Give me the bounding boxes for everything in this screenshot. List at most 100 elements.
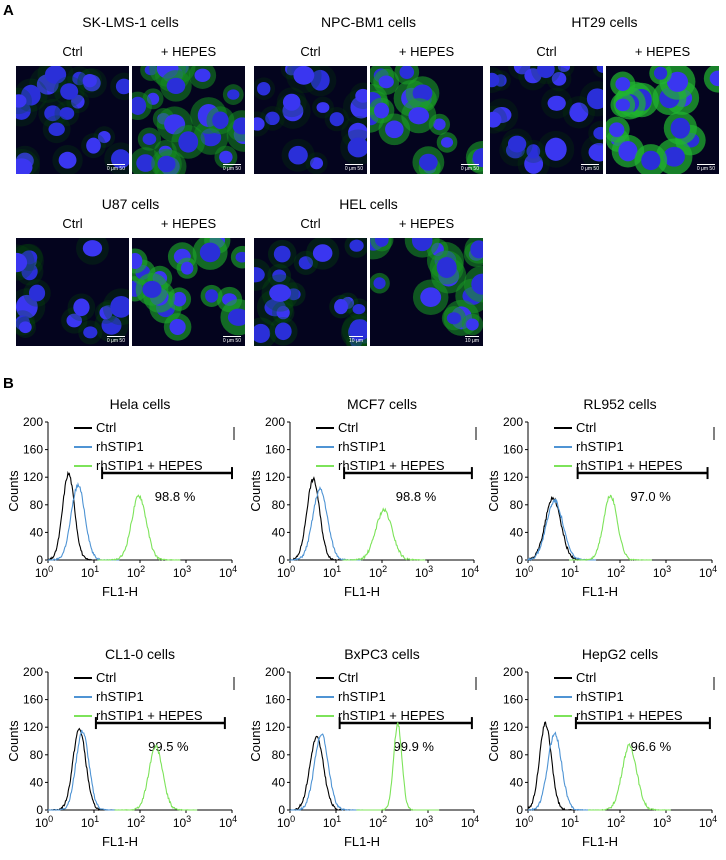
cell-line-title: U87 cells (101, 196, 160, 212)
micrograph-ctrl: 0 μm 50 (254, 66, 367, 174)
legend-entry: rhSTIP1 + HEPES (96, 458, 203, 473)
histogram-series-0 (47, 727, 121, 812)
x-tick-label: 104 (461, 564, 479, 580)
legend-entry: rhSTIP1 + HEPES (338, 708, 445, 723)
x-tick-label: 104 (219, 814, 237, 830)
x-tick-label: 102 (369, 814, 387, 830)
legend-entry: Ctrl (96, 670, 116, 685)
histogram-series-1 (289, 733, 363, 811)
x-tick-label: 104 (699, 814, 717, 830)
chart-title: RL952 cells (583, 396, 656, 412)
x-tick-exponent: 4 (232, 814, 237, 824)
legend-entry: rhSTIP1 (338, 689, 386, 704)
panel-b-label: B (3, 375, 14, 392)
x-tick-label: 103 (653, 814, 671, 830)
y-tick-label: 0 (516, 553, 523, 567)
x-tick-label: 103 (173, 814, 191, 830)
y-tick-label: 80 (510, 748, 524, 762)
x-tick-exponent: 3 (186, 814, 191, 824)
y-axis-label: Counts (6, 720, 21, 762)
gate-percent: 99.9 % (394, 739, 435, 754)
x-tick-label: 100 (515, 564, 533, 580)
legend-entry: rhSTIP1 (96, 689, 144, 704)
cell-line-title: HT29 cells (571, 14, 638, 30)
y-tick-label: 40 (272, 775, 286, 789)
x-tick-base: 10 (461, 816, 475, 830)
x-tick-base: 10 (653, 816, 667, 830)
x-tick-base: 10 (607, 566, 621, 580)
y-tick-label: 80 (272, 748, 286, 762)
x-tick-label: 101 (323, 814, 341, 830)
x-tick-label: 102 (369, 564, 387, 580)
scale-bar: 0 μm 50 (580, 164, 599, 172)
x-tick-label: 100 (277, 564, 295, 580)
x-tick-label: 104 (219, 564, 237, 580)
y-tick-label: 120 (503, 720, 523, 734)
y-tick-label: 0 (36, 553, 43, 567)
cell-line-title: SK-LMS-1 cells (82, 14, 179, 30)
x-tick-exponent: 4 (474, 814, 479, 824)
histogram-series-1 (47, 481, 120, 562)
y-axis-label: Counts (486, 470, 501, 512)
x-tick-exponent: 2 (382, 814, 387, 824)
x-tick-base: 10 (173, 816, 187, 830)
x-tick-base: 10 (173, 566, 187, 580)
y-tick-label: 40 (30, 775, 44, 789)
legend-entry: rhSTIP1 (338, 439, 386, 454)
histogram-series-0 (289, 476, 355, 561)
legend-entry: Ctrl (96, 420, 116, 435)
y-tick-label: 40 (510, 775, 524, 789)
x-tick-base: 10 (561, 816, 575, 830)
x-tick-label: 102 (607, 814, 625, 830)
y-tick-label: 200 (265, 665, 285, 679)
chart-title: HepG2 cells (582, 646, 658, 662)
chart-title: BxPC3 cells (344, 646, 419, 662)
y-axis-label: Counts (6, 470, 21, 512)
legend-entry: Ctrl (338, 420, 358, 435)
x-tick-label: 104 (699, 564, 717, 580)
x-tick-base: 10 (369, 816, 383, 830)
ctrl-label: Ctrl (62, 44, 83, 59)
ctrl-label: Ctrl (300, 216, 321, 231)
x-tick-label: 102 (607, 564, 625, 580)
x-tick-exponent: 0 (290, 564, 295, 574)
x-tick-base: 10 (35, 566, 49, 580)
y-tick-label: 0 (278, 553, 285, 567)
scale-bar: 0 μm 50 (106, 164, 125, 172)
y-tick-label: 120 (265, 470, 285, 484)
x-tick-exponent: 4 (712, 814, 717, 824)
micrograph-ctrl: 10 μm (254, 238, 367, 346)
x-tick-exponent: 1 (336, 564, 341, 574)
x-axis-label: FL1-H (582, 584, 618, 599)
x-axis-label: FL1-H (344, 834, 380, 849)
x-tick-base: 10 (415, 816, 429, 830)
y-tick-label: 80 (510, 498, 524, 512)
y-tick-label: 160 (503, 443, 523, 457)
scale-bar: 0 μm 50 (696, 164, 715, 172)
x-tick-base: 10 (653, 566, 667, 580)
x-tick-base: 10 (219, 566, 233, 580)
panel-a-label: A (3, 2, 14, 19)
x-tick-label: 101 (323, 564, 341, 580)
legend-entry: Ctrl (576, 670, 596, 685)
y-tick-label: 0 (36, 803, 43, 817)
x-tick-exponent: 4 (712, 564, 717, 574)
y-tick-label: 40 (272, 525, 286, 539)
x-tick-base: 10 (515, 566, 529, 580)
y-axis-label: Counts (486, 720, 501, 762)
x-tick-exponent: 1 (94, 564, 99, 574)
y-tick-label: 120 (23, 720, 43, 734)
histogram-series-2 (569, 494, 652, 561)
x-axis-label: FL1-H (102, 584, 138, 599)
legend-entry: rhSTIP1 + HEPES (338, 458, 445, 473)
histogram-series-2 (114, 744, 198, 811)
x-tick-exponent: 0 (48, 564, 53, 574)
scale-bar: 0 μm 50 (106, 336, 125, 344)
histogram-chart: Hela cells 0 40 80 120 160 200 Counts 100 101 102 1… (4, 392, 240, 607)
gate-percent: 98.8 % (396, 489, 437, 504)
x-tick-base: 10 (699, 566, 713, 580)
x-tick-exponent: 2 (140, 814, 145, 824)
cell-line-title: HEL cells (339, 196, 398, 212)
x-tick-base: 10 (415, 566, 429, 580)
